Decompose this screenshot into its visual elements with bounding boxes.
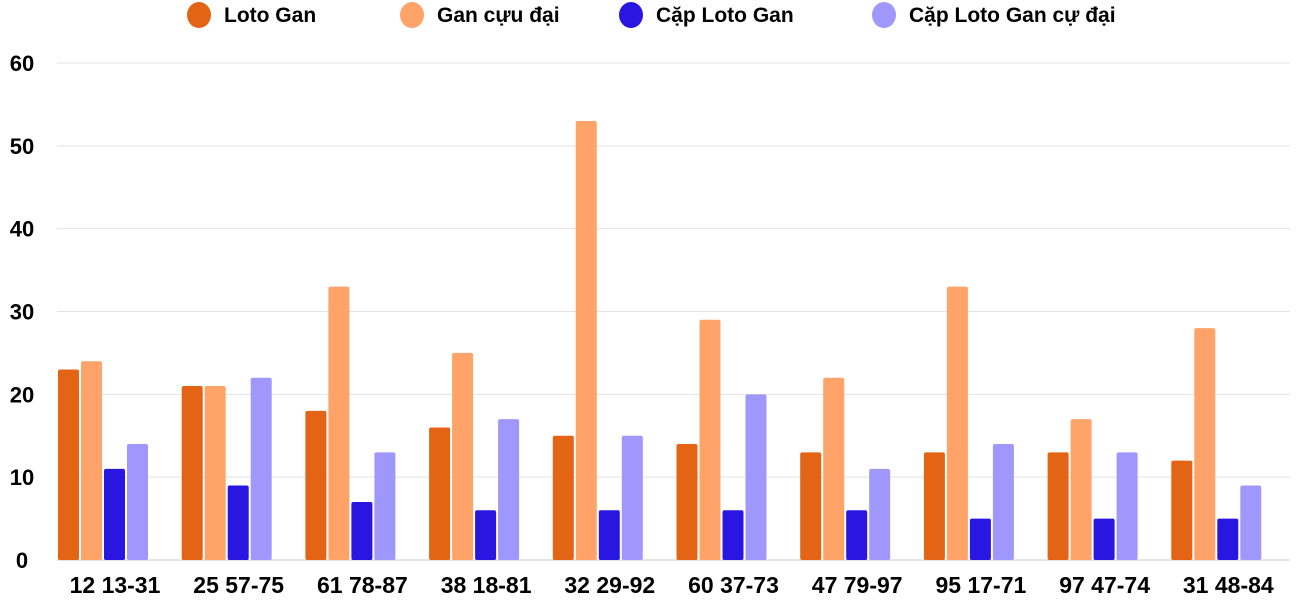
x-tick-label: 38 18-81 [441, 572, 532, 598]
legend-swatch [619, 2, 643, 28]
bar-cặp-loto-gan-cự-đại [498, 419, 520, 560]
x-tick-label: 25 57-75 [193, 572, 284, 598]
x-tick-label: 97 47-74 [1059, 572, 1150, 598]
y-tick-label: 20 [10, 382, 34, 407]
legend-swatch [872, 2, 896, 28]
legend-label: Cặp Loto Gan cự đại [909, 4, 1116, 27]
bar-loto-gan [429, 427, 451, 560]
x-axis-ticks: 12 13-31 25 57-75 61 78-87 38 18-81 32 29-92… [70, 572, 1274, 598]
x-tick-label: 12 13-31 [70, 572, 161, 598]
legend-swatch [187, 2, 211, 28]
bar-loto-gan [1171, 460, 1193, 560]
bar-cặp-loto-gan-cự-đại [621, 435, 643, 560]
bar-gan-cựu-đại [204, 386, 226, 560]
x-tick-label: 47 79-97 [812, 572, 903, 598]
y-tick-label: 0 [16, 548, 28, 573]
bar-cặp-loto-gan [475, 510, 497, 560]
bar-loto-gan [552, 435, 574, 560]
bar-loto-gan [1047, 452, 1069, 560]
bar-gan-cựu-đại [452, 352, 474, 560]
bar-cặp-loto-gan-cự-đại [869, 468, 891, 560]
bar-gan-cựu-đại [946, 286, 968, 560]
bar-cặp-loto-gan-cự-đại [127, 444, 148, 560]
y-tick-label: 10 [10, 465, 34, 490]
bar-loto-gan [58, 369, 79, 560]
legend-label: Loto Gan [224, 4, 316, 27]
bar-cặp-loto-gan [104, 468, 125, 560]
x-tick-label: 61 78-87 [317, 572, 408, 598]
bar-cặp-loto-gan [969, 518, 991, 560]
bar-cặp-loto-gan-cự-đại [374, 452, 396, 560]
y-tick-label: 40 [10, 217, 34, 242]
bar-cặp-loto-gan-cự-đại [1240, 485, 1262, 560]
bar-cặp-loto-gan-cự-đại [992, 444, 1014, 560]
bar-cặp-loto-gan [351, 502, 373, 560]
legend-swatch [400, 2, 424, 28]
bar-cặp-loto-gan-cự-đại [745, 394, 767, 560]
legend: Loto Gan Gan cựu đại Cặp Loto Gan Cặp Loto … [187, 2, 1116, 28]
legend-item: Gan cựu đại [400, 2, 560, 28]
y-axis-ticks: 0 10 20 30 40 50 60 [10, 51, 34, 573]
bar-loto-gan [923, 452, 945, 560]
bar-cặp-loto-gan [846, 510, 868, 560]
x-tick-label: 32 29-92 [564, 572, 655, 598]
bar-cặp-loto-gan [227, 485, 249, 560]
bar-cặp-loto-gan-cự-đại [1116, 452, 1138, 560]
legend-label: Cặp Loto Gan [656, 4, 794, 27]
bar-loto-gan [676, 444, 698, 560]
bar-loto-gan [800, 452, 822, 560]
y-tick-label: 50 [10, 134, 34, 159]
bar-cặp-loto-gan [1093, 518, 1115, 560]
legend-item: Cặp Loto Gan [619, 2, 794, 28]
legend-item: Cặp Loto Gan cự đại [872, 2, 1116, 28]
bar-gan-cựu-đại [328, 286, 350, 560]
bar-cặp-loto-gan [598, 510, 620, 560]
bar-gan-cựu-đại [823, 377, 845, 560]
bar-loto-gan [305, 410, 327, 560]
x-tick-label: 60 37-73 [688, 572, 779, 598]
bar-cặp-loto-gan [1217, 518, 1239, 560]
bar-cặp-loto-gan-cự-đại [250, 377, 272, 560]
legend-label: Gan cựu đại [437, 4, 560, 27]
y-tick-label: 60 [10, 51, 34, 76]
x-tick-label: 95 17-71 [935, 572, 1026, 598]
bar-gan-cựu-đại [1070, 419, 1092, 560]
legend-item: Loto Gan [187, 2, 316, 28]
bar-gan-cựu-đại [1194, 328, 1216, 560]
y-tick-label: 30 [10, 300, 34, 325]
bar-gan-cựu-đại [699, 319, 721, 560]
bars [58, 120, 1262, 560]
x-tick-label: 31 48-84 [1183, 572, 1274, 598]
bar-loto-gan [181, 386, 203, 560]
bar-cặp-loto-gan [722, 510, 744, 560]
bar-gan-cựu-đại [81, 361, 102, 560]
bar-gan-cựu-đại [575, 120, 597, 560]
